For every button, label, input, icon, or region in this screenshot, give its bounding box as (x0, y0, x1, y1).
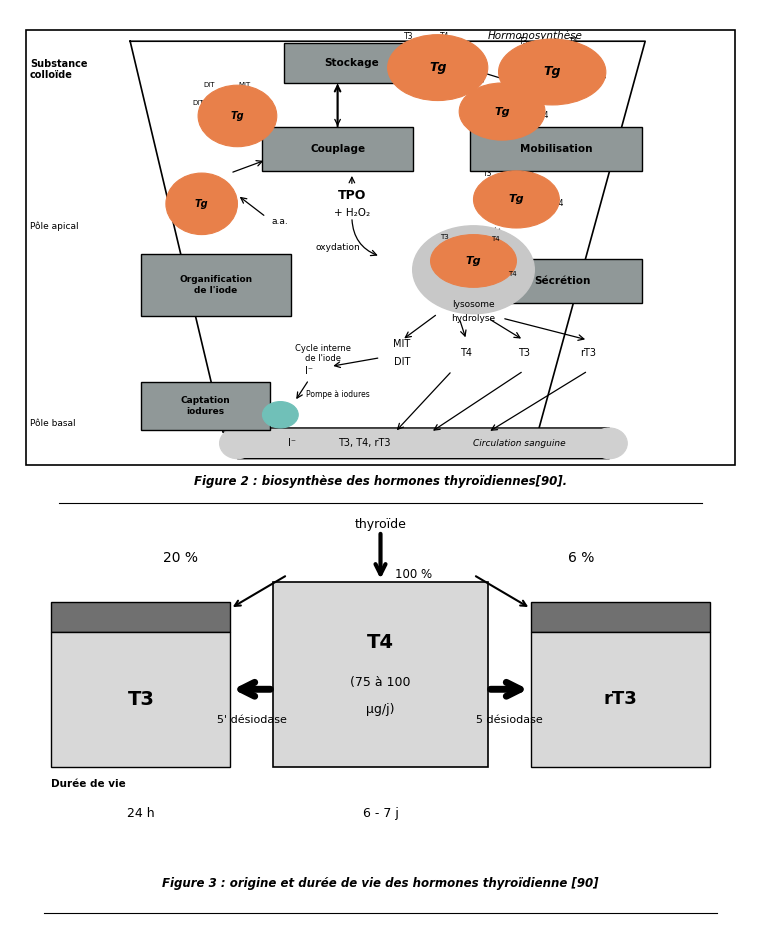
Text: Pôle basal: Pôle basal (30, 419, 75, 428)
Text: T4: T4 (597, 72, 607, 81)
Text: Tg: Tg (508, 194, 524, 205)
Text: T4: T4 (508, 271, 517, 277)
Text: Tg: Tg (466, 256, 481, 266)
Ellipse shape (412, 225, 534, 314)
Text: Figure 3 : origine et durée de vie des hormones thyroïdienne [90]: Figure 3 : origine et durée de vie des h… (162, 877, 599, 889)
Text: Pompe à iodures: Pompe à iodures (306, 391, 369, 399)
Text: T3: T3 (404, 33, 414, 41)
Text: MIT: MIT (393, 339, 411, 350)
Ellipse shape (219, 428, 255, 459)
Text: T4: T4 (367, 633, 394, 652)
FancyBboxPatch shape (141, 254, 291, 316)
Text: MIT: MIT (231, 97, 244, 104)
FancyBboxPatch shape (470, 127, 642, 171)
Text: oxydation: oxydation (315, 243, 360, 252)
Text: + H₂O₂: + H₂O₂ (334, 208, 370, 218)
Text: Cycle interne
de l'iode: Cycle interne de l'iode (295, 343, 352, 363)
Text: Figure 2 : biosynthèse des hormones thyroïdiennes[90].: Figure 2 : biosynthèse des hormones thyr… (194, 475, 567, 488)
Text: I²: I² (349, 164, 355, 174)
FancyBboxPatch shape (52, 602, 231, 632)
Text: Sécrétion: Sécrétion (535, 276, 591, 286)
FancyBboxPatch shape (27, 30, 734, 466)
Text: hydrolyse: hydrolyse (451, 313, 495, 323)
Text: Pôle apical: Pôle apical (30, 221, 78, 231)
Text: Tg: Tg (195, 199, 209, 209)
FancyBboxPatch shape (484, 259, 642, 303)
Text: I⁻: I⁻ (305, 366, 313, 376)
Text: T4: T4 (511, 80, 521, 90)
FancyBboxPatch shape (141, 381, 269, 430)
Text: T3: T3 (517, 348, 530, 358)
Text: 100 %: 100 % (395, 568, 432, 582)
Text: DIT: DIT (193, 100, 204, 106)
Text: T3, T4, rT3: T3, T4, rT3 (338, 439, 390, 448)
Text: Hormonosynthèse: Hormonosynthèse (488, 30, 583, 41)
Ellipse shape (473, 171, 559, 228)
Ellipse shape (498, 39, 606, 105)
FancyBboxPatch shape (530, 602, 709, 632)
Text: Tg: Tg (495, 107, 510, 117)
Text: rT3: rT3 (603, 690, 637, 709)
Text: 6 - 7 j: 6 - 7 j (362, 807, 399, 820)
Ellipse shape (166, 173, 237, 235)
Text: T3: T3 (441, 234, 449, 239)
FancyBboxPatch shape (237, 428, 610, 459)
Text: T3: T3 (519, 36, 528, 46)
Text: T4: T4 (540, 111, 549, 121)
Text: Mobilisation: Mobilisation (520, 144, 592, 154)
FancyBboxPatch shape (284, 43, 420, 83)
Text: T4: T4 (569, 36, 578, 46)
Text: 5' désiodase: 5' désiodase (217, 714, 287, 725)
Text: 20 %: 20 % (163, 551, 198, 565)
Text: thyroïde: thyroïde (355, 518, 406, 531)
Text: Captation
iodures: Captation iodures (180, 396, 230, 416)
FancyBboxPatch shape (263, 127, 412, 171)
Text: (75 à 100: (75 à 100 (350, 676, 411, 689)
Text: T4: T4 (390, 59, 400, 67)
Text: Tg: Tg (429, 61, 447, 74)
Text: T3: T3 (483, 168, 492, 178)
Text: T4: T4 (460, 348, 473, 358)
Ellipse shape (431, 235, 517, 287)
FancyBboxPatch shape (530, 632, 709, 767)
Text: DIT: DIT (203, 82, 215, 88)
Text: Circulation sanguine: Circulation sanguine (473, 439, 566, 448)
Text: T3: T3 (469, 80, 478, 90)
Text: Stockage: Stockage (324, 58, 379, 68)
Text: MIT: MIT (238, 82, 250, 88)
Text: 24 h: 24 h (127, 807, 154, 820)
Text: T4: T4 (555, 199, 564, 209)
Text: Couplage: Couplage (310, 144, 365, 154)
Text: rT3: rT3 (580, 348, 596, 358)
Text: Tg: Tg (231, 111, 244, 121)
Text: µg/j): µg/j) (366, 703, 395, 716)
Text: Tg: Tg (543, 65, 561, 79)
Text: 5 désiodase: 5 désiodase (476, 714, 543, 725)
Text: TPO: TPO (338, 189, 366, 202)
Ellipse shape (591, 428, 627, 459)
Text: DIT: DIT (393, 357, 410, 367)
Ellipse shape (387, 35, 488, 101)
Text: T4: T4 (526, 168, 536, 178)
Text: Durée de vie: Durée de vie (52, 779, 126, 788)
Text: T3: T3 (476, 77, 486, 85)
Text: a.a.: a.a. (272, 217, 288, 226)
Text: T4: T4 (491, 236, 499, 242)
Ellipse shape (459, 83, 545, 140)
FancyBboxPatch shape (273, 582, 488, 767)
Text: Substance
colloïde: Substance colloïde (30, 59, 88, 80)
Text: I⁻: I⁻ (288, 439, 295, 448)
Text: T3: T3 (127, 690, 154, 709)
Text: Organification
de l'iode: Organification de l'iode (180, 276, 253, 295)
Ellipse shape (198, 85, 277, 147)
Text: lysosome: lysosome (452, 300, 495, 309)
FancyBboxPatch shape (52, 632, 231, 767)
Ellipse shape (263, 402, 298, 428)
Text: T4: T4 (440, 33, 450, 41)
Text: 6 %: 6 % (568, 551, 594, 565)
